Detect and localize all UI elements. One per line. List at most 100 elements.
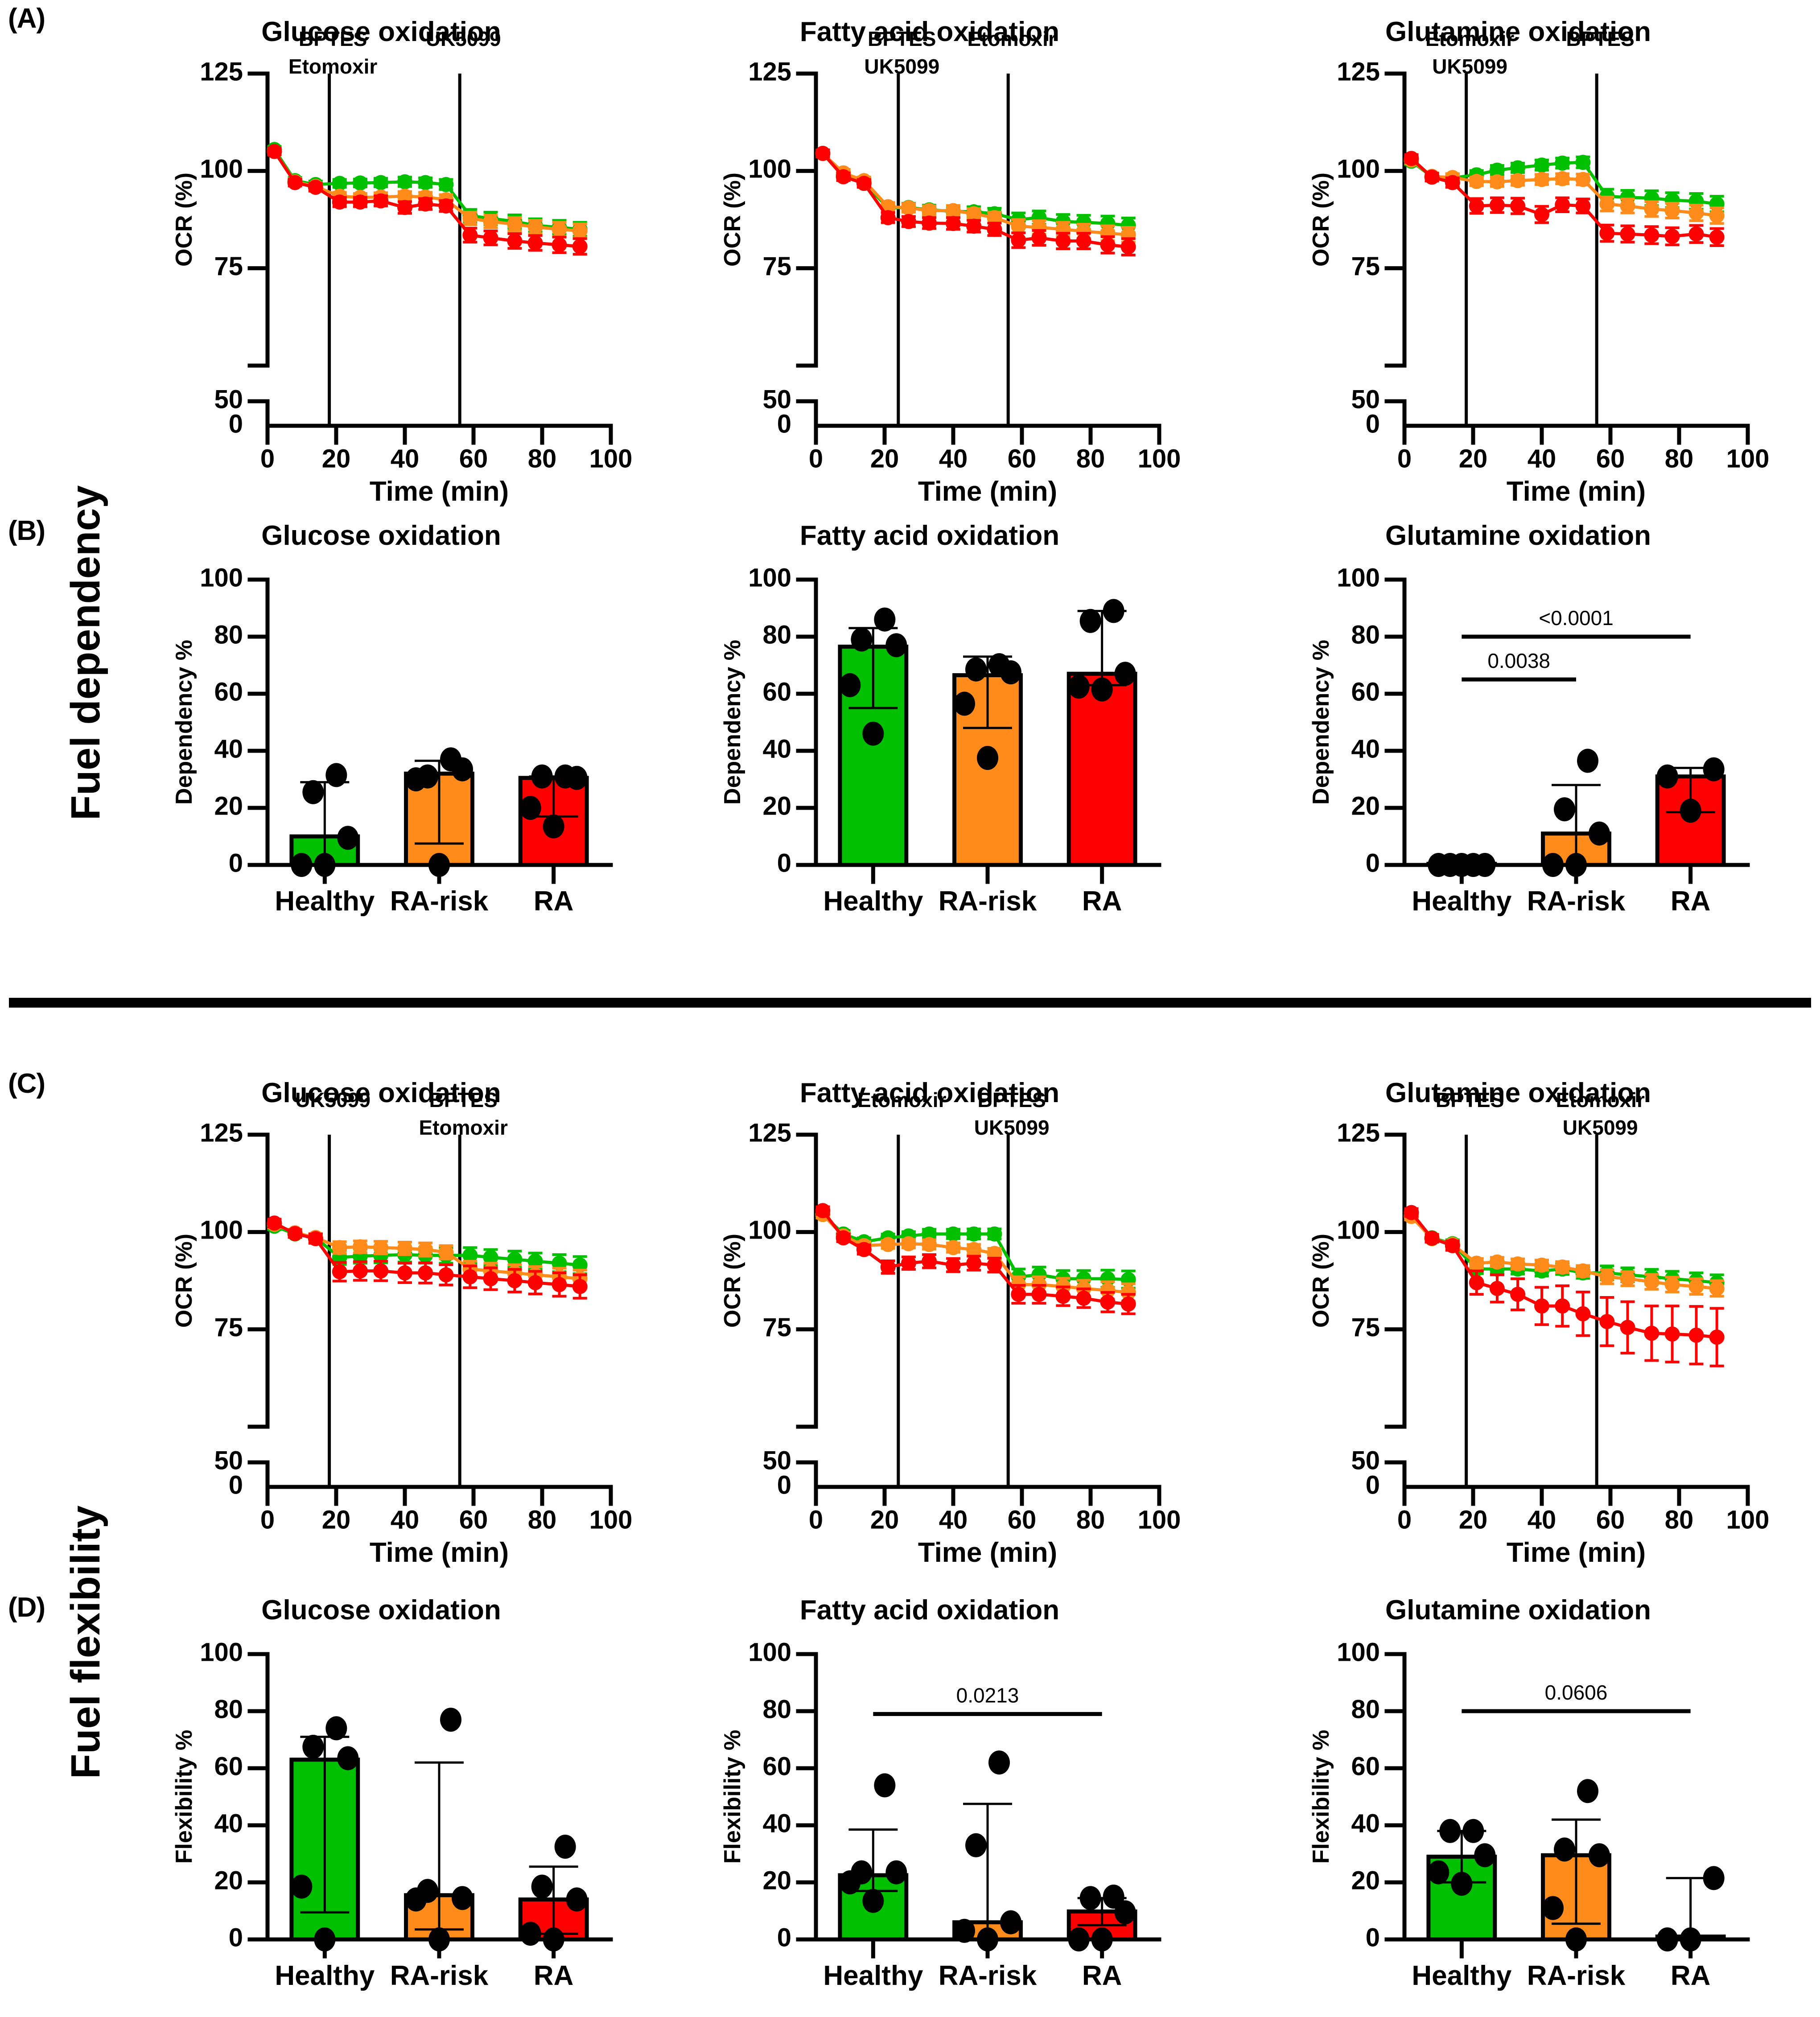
y-tick-label: 0 bbox=[1366, 1470, 1380, 1499]
category-label: RA-risk bbox=[390, 886, 489, 917]
y-tick-label: 20 bbox=[214, 791, 243, 820]
category-label: RA-risk bbox=[939, 1960, 1037, 1991]
x-tick-label: 20 bbox=[322, 445, 351, 473]
y-tick-label: 125 bbox=[748, 57, 791, 86]
y-tick-label: 40 bbox=[1351, 1809, 1380, 1838]
x-axis-title: Time (min) bbox=[370, 1537, 509, 1568]
series-ra bbox=[815, 146, 1136, 256]
chart-a-glutamine: Glutamine oxidation 125 100 75 50 0 0 20 40 60 80 1… bbox=[1271, 9, 1769, 507]
x-axis-title: Time (min) bbox=[918, 476, 1057, 507]
x-tick-label: 20 bbox=[322, 1506, 351, 1535]
chart-title: Glucose oxidation bbox=[261, 1078, 501, 1108]
chart-title: Fatty acid oxidation bbox=[800, 16, 1059, 47]
series-healthy bbox=[1404, 153, 1725, 214]
x-axis-title: Time (min) bbox=[1507, 476, 1646, 507]
p-value-label: <0.0001 bbox=[1539, 606, 1614, 630]
x-tick-label: 80 bbox=[1076, 445, 1105, 473]
x-tick-label: 100 bbox=[589, 1506, 633, 1535]
injection-label: UK5099 bbox=[864, 55, 939, 78]
y-tick-label: 0 bbox=[1366, 848, 1380, 877]
chart-title: Glucose oxidation bbox=[261, 1595, 501, 1626]
category-label: RA bbox=[534, 1960, 574, 1991]
x-axis-title: Time (min) bbox=[370, 476, 509, 507]
x-tick-label: 40 bbox=[939, 1506, 968, 1535]
series-ra bbox=[1404, 151, 1725, 247]
y-tick-label: 0 bbox=[1366, 1923, 1380, 1952]
y-tick-label: 50 bbox=[762, 1446, 791, 1475]
series-ra bbox=[267, 1215, 588, 1300]
injection-label: Etomoxir bbox=[1556, 1088, 1645, 1111]
chart-title: Glutamine oxidation bbox=[1385, 520, 1651, 551]
injection-label: UK5099 bbox=[1432, 55, 1507, 78]
category-label: RA bbox=[1082, 1960, 1122, 1991]
y-tick-label: 0 bbox=[229, 848, 243, 877]
y-tick-label: 75 bbox=[762, 252, 791, 281]
y-tick-label: 100 bbox=[200, 1638, 243, 1667]
row-label-fuel-flexibility: Fuel flexibility bbox=[63, 1505, 108, 1779]
row-label-fuel-dependency: Fuel dependency bbox=[63, 485, 108, 821]
y-tick-label: 75 bbox=[762, 1313, 791, 1342]
y-axis-title: Flexibility % bbox=[1308, 1730, 1334, 1864]
x-tick-label: 20 bbox=[1459, 445, 1488, 473]
chart-title: Glutamine oxidation bbox=[1385, 16, 1651, 47]
section-divider bbox=[9, 998, 1811, 1008]
bar-group bbox=[1426, 1819, 1497, 1942]
category-label: RA bbox=[1671, 1960, 1711, 1991]
y-axis-title: OCR (%) bbox=[720, 1234, 745, 1328]
x-tick-label: 0 bbox=[809, 445, 823, 473]
y-axis-title: OCR (%) bbox=[1308, 173, 1334, 267]
y-tick-label: 20 bbox=[762, 791, 791, 820]
bar-group bbox=[518, 764, 589, 867]
x-tick-label: 60 bbox=[1008, 445, 1037, 473]
x-tick-label: 100 bbox=[1138, 445, 1181, 473]
chart-title: Fatty acid oxidation bbox=[800, 1078, 1059, 1108]
bar-group bbox=[838, 607, 909, 867]
category-label: Healthy bbox=[1412, 886, 1511, 917]
chart-title: Glutamine oxidation bbox=[1385, 1078, 1651, 1108]
y-tick-label: 100 bbox=[1337, 563, 1380, 592]
y-tick-label: 100 bbox=[200, 563, 243, 592]
chart-title: Fatty acid oxidation bbox=[800, 1595, 1059, 1626]
injection-label: BPTES bbox=[429, 1088, 498, 1111]
y-tick-label: 50 bbox=[214, 1446, 243, 1475]
y-tick-label: 100 bbox=[1337, 155, 1380, 184]
y-tick-label: 60 bbox=[214, 677, 243, 706]
chart-d-glutamine: Glutamine oxidation 0 20 40 60 80 100 Flexibili… bbox=[1271, 1587, 1766, 2015]
x-tick-label: 40 bbox=[939, 445, 968, 473]
chart-title: Glucose oxidation bbox=[261, 16, 501, 47]
chart-b-glutamine: Glutamine oxidation 0 20 40 60 80 100 Dependenc… bbox=[1271, 513, 1766, 967]
y-tick-label: 0 bbox=[777, 1470, 791, 1499]
y-tick-label: 75 bbox=[1351, 1313, 1380, 1342]
injection-label: BPTES bbox=[299, 27, 367, 50]
y-tick-label: 20 bbox=[1351, 791, 1380, 820]
bar-group bbox=[1541, 1779, 1611, 1951]
y-tick-label: 50 bbox=[1351, 1446, 1380, 1475]
y-tick-label: 80 bbox=[1351, 620, 1380, 649]
y-axis-title: OCR (%) bbox=[720, 173, 745, 267]
y-tick-label: 125 bbox=[1337, 1118, 1380, 1147]
x-tick-label: 60 bbox=[459, 1506, 488, 1535]
y-axis-title: Dependency % bbox=[171, 640, 197, 805]
panel-letter-d: (D) bbox=[8, 1592, 45, 1623]
injection-label: UK5099 bbox=[974, 1116, 1050, 1139]
category-label: RA bbox=[534, 886, 574, 917]
y-tick-label: 100 bbox=[1337, 1638, 1380, 1667]
x-tick-label: 80 bbox=[1665, 1506, 1694, 1535]
y-tick-label: 100 bbox=[1337, 1216, 1380, 1245]
panel-letter-c: (C) bbox=[8, 1068, 45, 1099]
bar-group bbox=[1541, 749, 1611, 877]
x-tick-label: 0 bbox=[809, 1506, 823, 1535]
bar-group bbox=[289, 1716, 360, 1951]
y-axis-title: Dependency % bbox=[1308, 640, 1334, 805]
p-value-label: 0.0213 bbox=[956, 1684, 1019, 1707]
injection-label: UK5099 bbox=[295, 1088, 371, 1111]
injection-label: Etomoxir bbox=[857, 1088, 946, 1111]
x-tick-label: 100 bbox=[589, 445, 633, 473]
y-tick-label: 100 bbox=[200, 1216, 243, 1245]
y-tick-label: 80 bbox=[762, 1695, 791, 1724]
y-tick-label: 60 bbox=[214, 1752, 243, 1781]
y-axis-title: Flexibility % bbox=[720, 1730, 745, 1864]
injection-label: BPTES bbox=[1566, 27, 1635, 50]
y-tick-label: 100 bbox=[748, 1216, 791, 1245]
x-tick-label: 0 bbox=[260, 445, 275, 473]
